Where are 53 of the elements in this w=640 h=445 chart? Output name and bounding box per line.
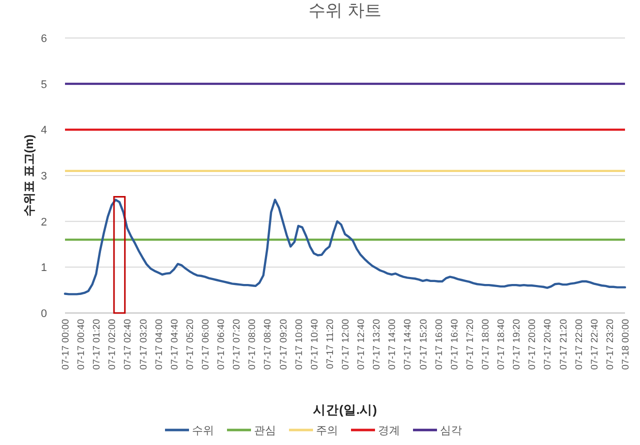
legend-label: 관심 xyxy=(254,425,276,437)
y-tick-label: 3 xyxy=(40,170,47,182)
legend-label: 주의 xyxy=(316,425,338,437)
y-tick-label: 0 xyxy=(40,308,47,320)
x-tick-label: 07-17 11:20 xyxy=(324,319,336,370)
x-axis-title: 시간(일.시) xyxy=(313,403,377,417)
x-tick-label: 07-17 06:40 xyxy=(216,319,228,370)
x-tick-label: 07-17 01:20 xyxy=(92,319,103,370)
x-tick-label: 07-17 18:40 xyxy=(496,319,508,370)
x-tick-label: 07-17 04:00 xyxy=(154,319,165,370)
x-tick-label: 07-17 18:00 xyxy=(480,319,492,370)
x-tick-label: 07-17 10:00 xyxy=(294,319,305,370)
x-tick-label: 07-17 14:40 xyxy=(402,319,414,370)
x-tick-label: 07-17 10:40 xyxy=(309,319,320,370)
x-tick-label: 07-17 15:20 xyxy=(418,319,430,370)
x-tick-label: 07-17 09:20 xyxy=(278,319,290,370)
x-tick-label: 07-17 14:00 xyxy=(387,319,398,370)
x-tick-label: 07-17 21:20 xyxy=(558,319,570,370)
x-tick-label: 07-17 20:00 xyxy=(527,319,538,370)
x-tick-label: 07-18 00:00 xyxy=(620,319,632,370)
legend-label: 심각 xyxy=(440,425,462,437)
x-tick-label: 07-17 04:40 xyxy=(169,319,180,370)
x-tick-label: 07-17 02:40 xyxy=(122,319,134,370)
x-tick-label: 07-17 05:20 xyxy=(184,319,196,370)
x-tick-label: 07-17 22:00 xyxy=(574,319,585,370)
x-tick-label: 07-17 17:20 xyxy=(464,319,476,370)
x-tick-label: 07-17 07:20 xyxy=(232,319,243,370)
x-tick-label: 07-17 16:40 xyxy=(449,319,460,370)
x-tick-label: 07-17 03:20 xyxy=(138,319,150,370)
line-series xyxy=(64,198,626,296)
y-tick-label: 5 xyxy=(40,78,47,91)
y-tick-label: 1 xyxy=(40,262,47,274)
y-tick-label: 4 xyxy=(40,124,47,137)
x-tick-label: 07-17 06:00 xyxy=(200,319,212,370)
x-tick-label: 07-17 23:20 xyxy=(604,319,616,370)
x-tick-label: 07-17 20:40 xyxy=(542,319,554,370)
x-tick-label: 07-17 00:40 xyxy=(76,319,88,370)
y-axis-title: 수위표 표고(m) xyxy=(22,134,36,216)
x-tick-label: 07-17 12:40 xyxy=(356,319,368,370)
y-tick-label: 6 xyxy=(40,33,47,45)
x-tick-label: 07-17 13:20 xyxy=(372,319,383,370)
x-tick-label: 07-17 08:00 xyxy=(247,319,258,370)
x-tick-label: 07-17 22:40 xyxy=(589,319,600,370)
chart-title: 수위 차트 xyxy=(308,1,382,20)
x-tick-label: 07-17 02:00 xyxy=(107,319,118,370)
y-tick-label: 2 xyxy=(40,216,47,228)
x-tick-label: 07-17 00:00 xyxy=(60,319,72,370)
legend-label: 수위 xyxy=(192,425,214,437)
legend-label: 경계 xyxy=(378,425,400,437)
x-tick-label: 07-17 19:20 xyxy=(512,319,523,370)
x-tick-label: 07-17 08:40 xyxy=(262,319,274,370)
x-tick-label: 07-17 12:00 xyxy=(340,319,352,370)
x-tick-label: 07-17 16:00 xyxy=(434,319,445,370)
